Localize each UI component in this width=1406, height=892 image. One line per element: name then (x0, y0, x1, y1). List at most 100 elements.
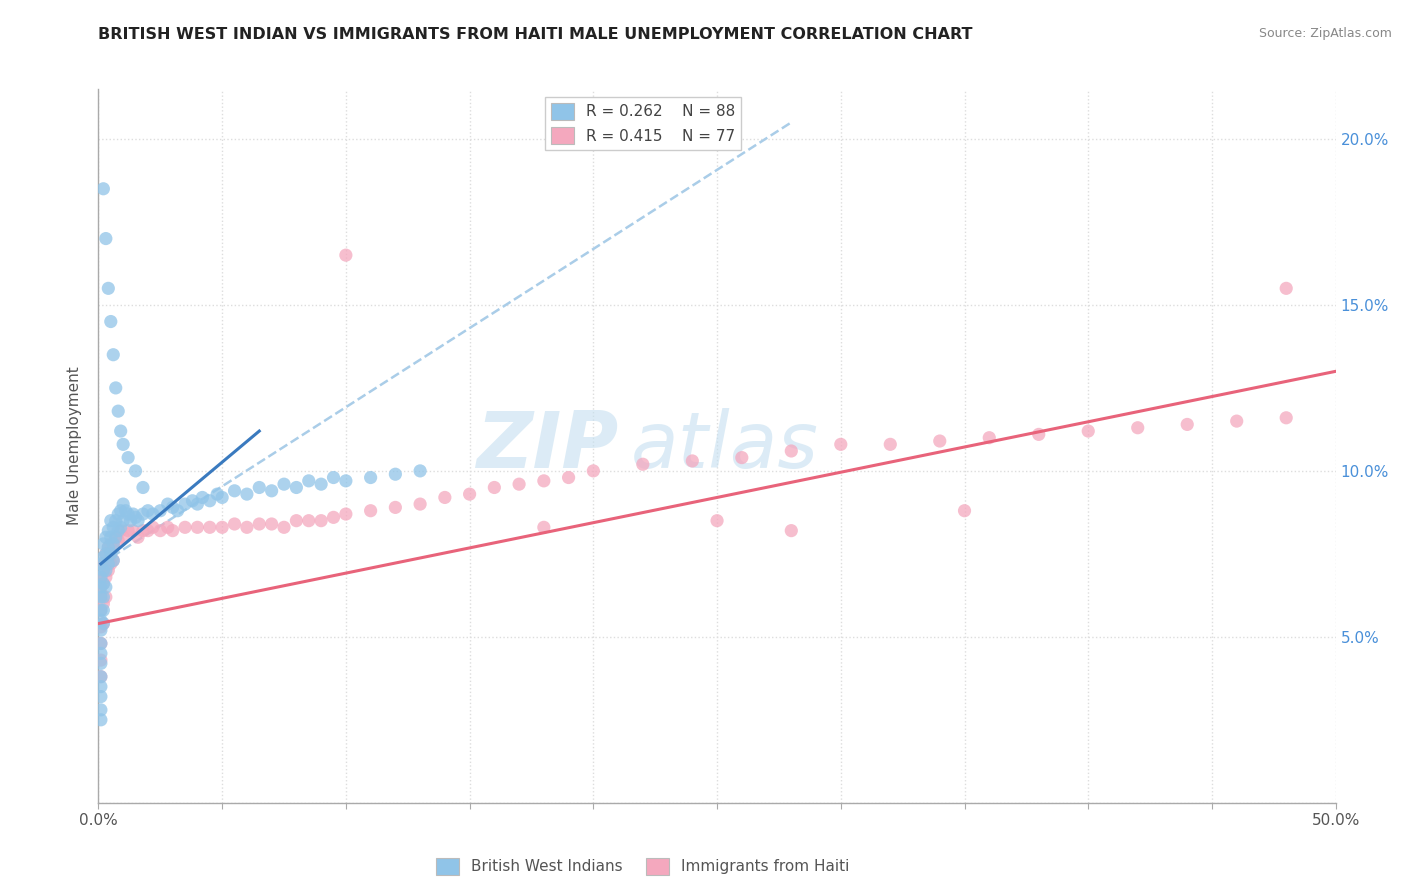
Point (97, 557, 120, 571)
Point (198, 493, 221, 508)
Point (90, 657, 112, 671)
Point (90, 587, 112, 601)
Point (94, 570, 117, 584)
Y-axis label: Male Unemployment: Male Unemployment (67, 367, 83, 525)
Point (731, 450, 754, 465)
Point (112, 530, 135, 544)
Point (100, 557, 122, 571)
Point (142, 507, 165, 521)
Point (90, 703, 112, 717)
Point (93, 603, 115, 617)
Text: ZIP: ZIP (475, 408, 619, 484)
Point (104, 381, 127, 395)
Point (90, 713, 112, 727)
Point (110, 424, 132, 438)
Point (681, 454, 703, 468)
Point (100, 314, 122, 328)
Point (384, 500, 406, 515)
Text: BRITISH WEST INDIAN VS IMMIGRANTS FROM HAITI MALE UNEMPLOYMENT CORRELATION CHART: BRITISH WEST INDIAN VS IMMIGRANTS FROM H… (98, 27, 973, 42)
Point (90, 636, 112, 650)
Point (107, 533, 129, 548)
Point (166, 504, 188, 518)
Point (90, 647, 112, 661)
Point (110, 504, 132, 518)
Point (156, 497, 179, 511)
Point (557, 470, 579, 484)
Point (93, 616, 115, 631)
Point (780, 444, 803, 458)
Point (103, 553, 125, 567)
Point (136, 524, 159, 538)
Point (103, 553, 125, 567)
Point (132, 481, 155, 495)
Point (93, 616, 115, 631)
Point (211, 491, 233, 505)
Point (103, 537, 125, 551)
Point (117, 524, 139, 538)
Point (100, 530, 122, 544)
Point (93, 590, 115, 604)
Point (127, 514, 149, 528)
Point (100, 537, 122, 551)
Point (107, 507, 129, 521)
Point (90, 613, 112, 627)
Point (107, 524, 129, 538)
Point (97, 540, 120, 554)
Point (335, 507, 357, 521)
Legend: British West Indians, Immigrants from Haiti: British West Indians, Immigrants from Ha… (430, 852, 855, 880)
Point (94, 580, 117, 594)
Point (112, 514, 135, 528)
Point (298, 514, 321, 528)
Point (94, 530, 117, 544)
Point (174, 497, 197, 511)
Point (93, 550, 115, 565)
Point (191, 491, 214, 505)
Point (1028, 427, 1050, 442)
Point (273, 477, 295, 491)
Point (93, 564, 115, 578)
Point (433, 491, 456, 505)
Point (484, 481, 506, 495)
Point (322, 470, 344, 484)
Point (409, 497, 432, 511)
Point (285, 481, 308, 495)
Point (93, 557, 115, 571)
Point (631, 457, 654, 471)
Point (1077, 424, 1099, 438)
Point (409, 464, 432, 478)
Point (107, 404, 129, 418)
Point (205, 487, 228, 501)
Point (706, 514, 728, 528)
Point (1175, 417, 1198, 432)
Point (224, 516, 246, 531)
Point (953, 504, 976, 518)
Point (104, 530, 127, 544)
Point (127, 530, 149, 544)
Point (181, 493, 204, 508)
Point (117, 450, 139, 465)
Point (142, 520, 165, 534)
Point (124, 464, 146, 478)
Point (97, 564, 120, 578)
Point (224, 483, 246, 498)
Point (384, 467, 406, 482)
Point (100, 514, 122, 528)
Point (110, 524, 132, 538)
Point (830, 437, 852, 451)
Point (93, 576, 115, 591)
Point (90, 653, 112, 667)
Point (186, 497, 208, 511)
Point (198, 520, 221, 534)
Point (94, 564, 117, 578)
Point (104, 530, 127, 544)
Point (90, 580, 112, 594)
Point (94, 590, 117, 604)
Point (928, 434, 950, 448)
Point (114, 504, 136, 518)
Point (97, 524, 120, 538)
Point (174, 520, 197, 534)
Point (335, 474, 357, 488)
Point (90, 624, 112, 638)
Point (298, 474, 321, 488)
Point (156, 520, 179, 534)
